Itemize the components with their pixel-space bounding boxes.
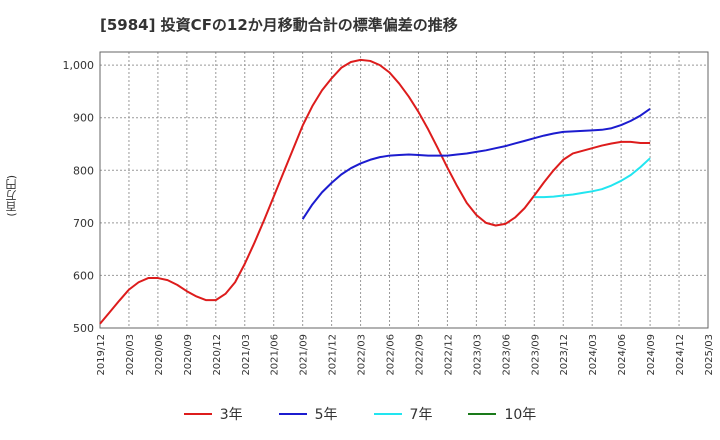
x-tick-label: 2020/06 <box>154 334 165 376</box>
x-tick-label: 2023/12 <box>559 334 570 376</box>
y-tick-label: 500 <box>73 322 94 335</box>
chart-title: [5984] 投資CFの12か月移動合計の標準偏差の推移 <box>100 16 458 34</box>
legend-swatch <box>183 413 212 415</box>
series-line-3年 <box>99 58 651 325</box>
x-tick-label: 2022/09 <box>414 334 425 376</box>
legend-item: 3年 <box>183 404 243 424</box>
grid-lines <box>99 52 709 329</box>
x-tick-label: 2024/06 <box>617 334 628 376</box>
x-tick-label: 2023/06 <box>501 334 512 376</box>
x-tick-label: 2024/03 <box>588 334 599 376</box>
legend-item: 7年 <box>373 404 433 424</box>
y-tick-label: 600 <box>73 269 94 282</box>
legend-label: 7年 <box>409 407 433 423</box>
x-tick-label: 2020/09 <box>183 334 194 376</box>
x-tick-label: 2021/09 <box>299 334 310 376</box>
series-line-7年 <box>534 157 651 199</box>
legend-swatch <box>373 413 402 415</box>
series-line-5年 <box>301 107 651 220</box>
legend-swatch <box>468 413 497 415</box>
x-tick-label: 2023/09 <box>530 334 541 376</box>
x-tick-label: 2021/03 <box>241 334 252 376</box>
legend-label: 10年 <box>504 407 537 423</box>
x-tick-label: 2021/12 <box>328 334 339 376</box>
x-tick-label: 2022/03 <box>357 334 368 376</box>
x-tick-label: 2020/12 <box>212 334 223 376</box>
legend: 3年 5年 7年 10年 <box>0 404 720 424</box>
line-chart: 500 600 700 800 900 1,000 2019/12 2020/03 2020/… <box>63 51 715 376</box>
legend-label: 3年 <box>219 407 243 423</box>
x-tick-label: 2022/06 <box>386 334 397 376</box>
x-tick-label: 2023/03 <box>472 334 483 376</box>
x-tick-label: 2022/12 <box>443 334 454 376</box>
y-tick-label: 900 <box>73 112 94 125</box>
legend-item: 5年 <box>278 404 338 424</box>
x-tick-label: 2021/06 <box>270 334 281 376</box>
legend-item: 10年 <box>468 404 536 424</box>
plot-frame <box>99 51 709 329</box>
x-axis-ticks: 2019/12 2020/03 2020/06 2020/09 2020/12 2021/… <box>96 334 715 376</box>
legend-swatch <box>278 413 307 415</box>
y-tick-label: 700 <box>73 217 94 230</box>
y-tick-label: 800 <box>73 164 94 177</box>
series-lines <box>99 58 651 325</box>
x-tick-label: 2020/03 <box>125 334 136 376</box>
x-tick-label: 2024/12 <box>675 334 686 376</box>
x-tick-label: 2024/09 <box>646 334 657 376</box>
x-tick-label: 2025/03 <box>704 334 715 376</box>
legend-label: 5年 <box>314 407 338 423</box>
y-axis-ticks: 500 600 700 800 900 1,000 <box>63 59 95 335</box>
y-tick-label: 1,000 <box>63 59 95 72</box>
x-tick-label: 2019/12 <box>96 334 107 376</box>
